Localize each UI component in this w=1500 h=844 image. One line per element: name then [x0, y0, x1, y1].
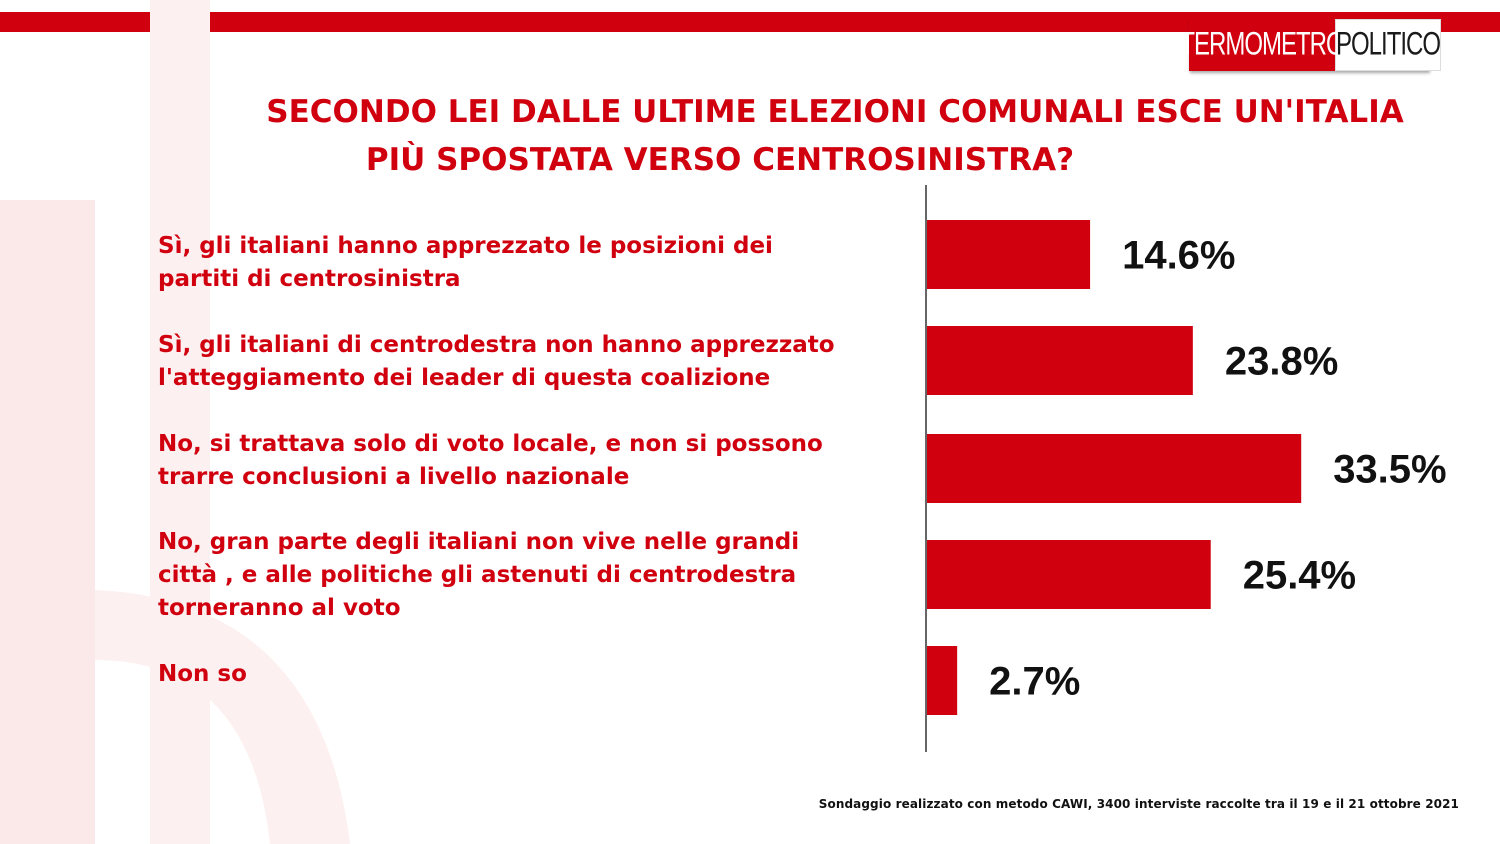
- source-note: Sondaggio realizzato con metodo CAWI, 34…: [818, 797, 1459, 811]
- bar-1: [927, 220, 1091, 289]
- bar-value-label-4: 25.4%: [1243, 554, 1356, 598]
- termometro-politico-logo: TERMOMETRO POLITICO: [1180, 19, 1441, 71]
- question-line-1: SECONDO LEI DALLE ULTIME ELEZIONI COMUNA…: [266, 94, 1404, 130]
- answer-label-3: No, si trattava solo di voto locale, e n…: [158, 431, 823, 490]
- logo-part-2: POLITICO: [1336, 26, 1441, 63]
- bar-value-label-5: 2.7%: [989, 660, 1080, 704]
- top-red-bar: [0, 12, 1500, 32]
- logo-part-1: TERMOMETRO: [1180, 26, 1344, 63]
- bar-3: [927, 434, 1302, 503]
- answer-label-4: No, gran parte degli italiani non vive n…: [158, 529, 800, 621]
- answer-label-2: Sì, gli italiani di centrodestra non han…: [158, 332, 835, 391]
- bar-2: [927, 326, 1193, 395]
- bar-5: [927, 646, 958, 715]
- answer-label-5: Non so: [158, 661, 247, 687]
- bar-value-label-3: 33.5%: [1333, 448, 1446, 492]
- question-title: SECONDO LEI DALLE ULTIME ELEZIONI COMUNA…: [100, 88, 1490, 184]
- answer-label-1: Sì, gli italiani hanno apprezzato le pos…: [158, 233, 773, 292]
- bar-value-label-2: 23.8%: [1225, 340, 1338, 384]
- bar-value-label-1: 14.6%: [1122, 234, 1235, 278]
- question-line-2: PIÙ SPOSTATA VERSO CENTROSINISTRA?: [365, 142, 1075, 178]
- bar-4: [927, 540, 1211, 609]
